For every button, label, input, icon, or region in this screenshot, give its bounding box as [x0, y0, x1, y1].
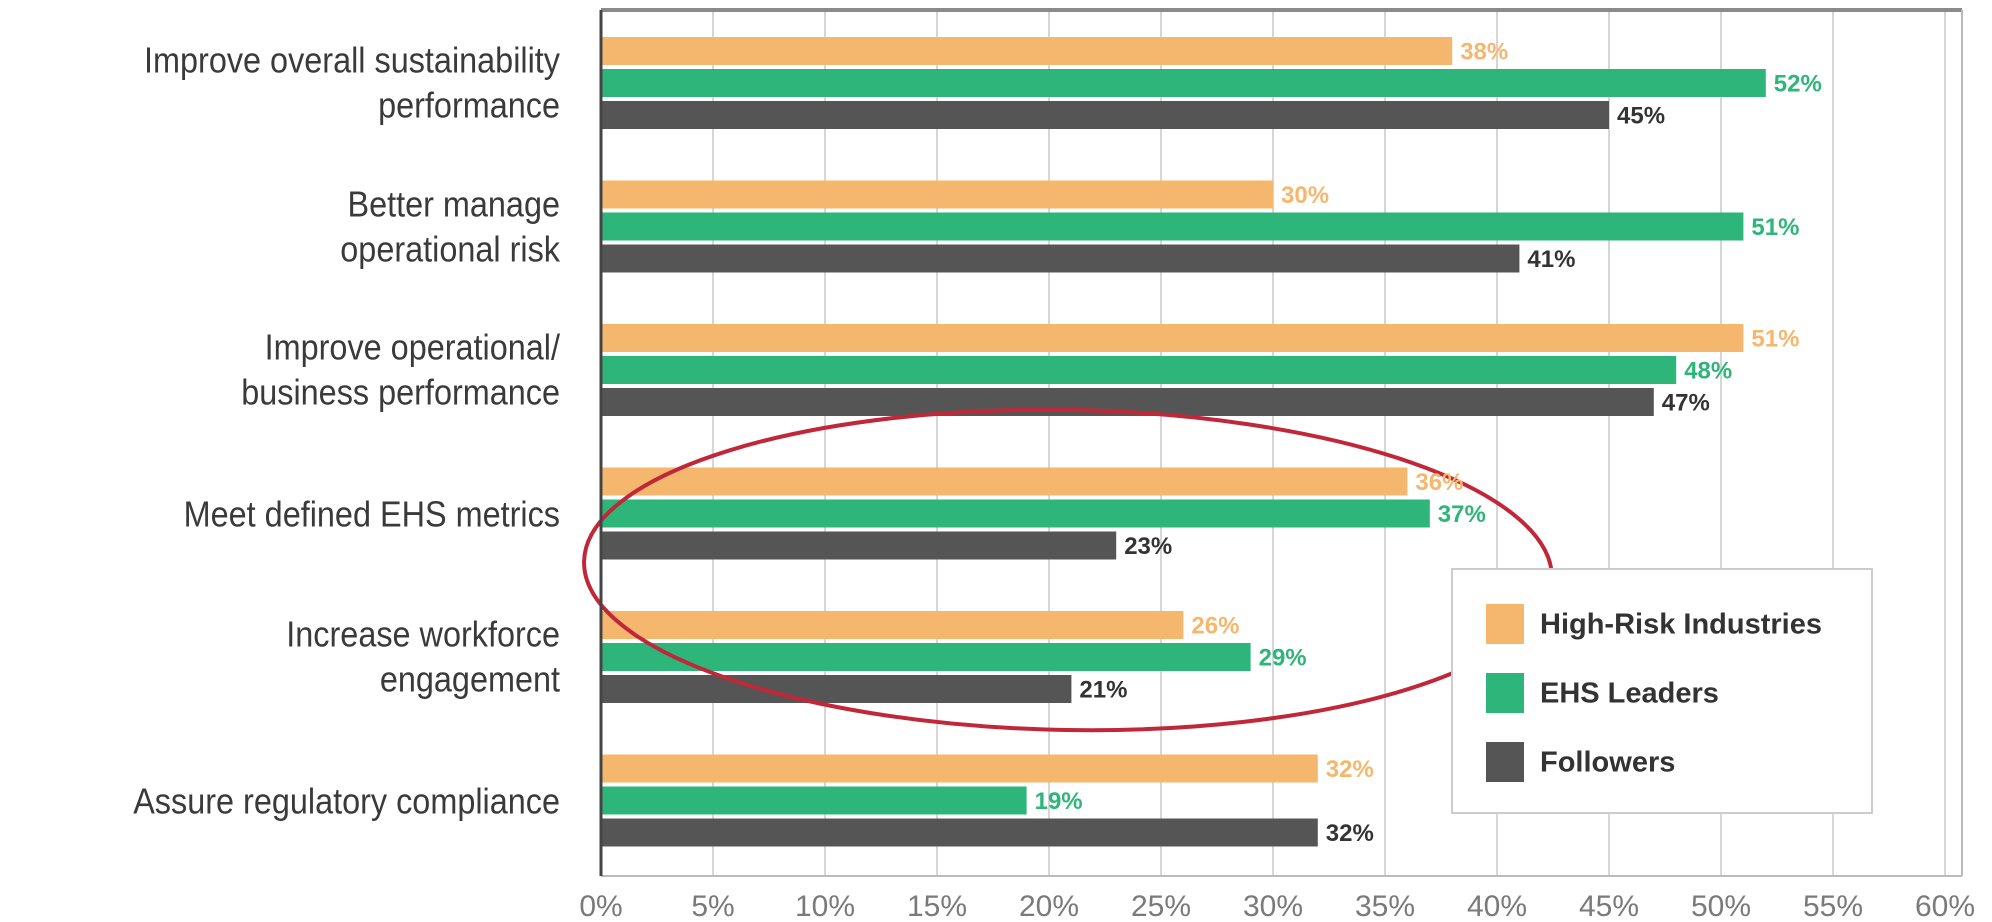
value-label: 32%: [1326, 756, 1374, 783]
category-label: Increase workforce engagement: [286, 613, 560, 700]
bar: [601, 531, 1117, 560]
bar: [601, 244, 1520, 273]
x-tick-label: 15%: [907, 890, 967, 922]
x-tick-label: 50%: [1691, 890, 1751, 922]
legend-label: Followers: [1540, 747, 1675, 779]
category-label: Assure regulatory compliance: [133, 779, 560, 821]
value-label: 51%: [1751, 325, 1799, 352]
bar: [601, 675, 1072, 703]
category-label: Meet defined EHS metrics: [183, 492, 560, 534]
category-label: Improve overall sustainability performan…: [144, 39, 560, 126]
bar: [601, 754, 1318, 783]
legend-label: EHS Leaders: [1540, 678, 1719, 710]
value-label: 36%: [1415, 469, 1463, 496]
x-tick-label: 45%: [1579, 890, 1639, 922]
bar: [601, 101, 1609, 129]
value-label: 26%: [1191, 612, 1239, 639]
value-label: 23%: [1124, 533, 1172, 560]
x-tick-label: 40%: [1467, 890, 1527, 922]
bar: [601, 37, 1453, 65]
legend-swatch: [1486, 673, 1524, 713]
bar: [601, 611, 1184, 639]
value-label: 32%: [1326, 820, 1374, 847]
bar: [601, 324, 1744, 352]
bar: [601, 643, 1251, 671]
x-tick-label: 30%: [1243, 890, 1303, 922]
legend-swatch: [1486, 742, 1524, 782]
bar: [601, 818, 1318, 847]
value-label: 45%: [1617, 102, 1665, 129]
value-label: 47%: [1662, 389, 1710, 416]
bar: [601, 356, 1677, 384]
x-tick-label: 60%: [1915, 890, 1975, 922]
x-tick-label: 0%: [579, 890, 622, 922]
legend-swatch: [1486, 604, 1524, 644]
category-label: Better manage operational risk: [340, 183, 560, 270]
value-label: 51%: [1751, 214, 1799, 241]
x-tick-label: 55%: [1803, 890, 1863, 922]
value-label: 48%: [1684, 357, 1732, 384]
legend-label: High-Risk Industries: [1540, 609, 1822, 641]
x-tick-label: 5%: [691, 890, 734, 922]
bar: [601, 180, 1273, 209]
value-label: 52%: [1774, 70, 1822, 97]
value-label: 38%: [1460, 38, 1508, 65]
bar: [601, 499, 1430, 528]
value-label: 37%: [1438, 501, 1486, 528]
value-label: 29%: [1259, 644, 1307, 671]
bar: [601, 786, 1027, 815]
bar: [601, 212, 1744, 241]
category-label: Improve operational/ business performanc…: [241, 326, 560, 413]
value-label: 21%: [1079, 676, 1127, 703]
value-label: 41%: [1527, 246, 1575, 273]
x-tick-label: 20%: [1019, 890, 1079, 922]
value-label: 30%: [1281, 182, 1329, 209]
bar: [601, 467, 1408, 496]
bar: [601, 69, 1766, 97]
value-label: 19%: [1035, 788, 1083, 815]
x-tick-label: 25%: [1131, 890, 1191, 922]
x-tick-label: 10%: [795, 890, 855, 922]
x-tick-label: 35%: [1355, 890, 1415, 922]
